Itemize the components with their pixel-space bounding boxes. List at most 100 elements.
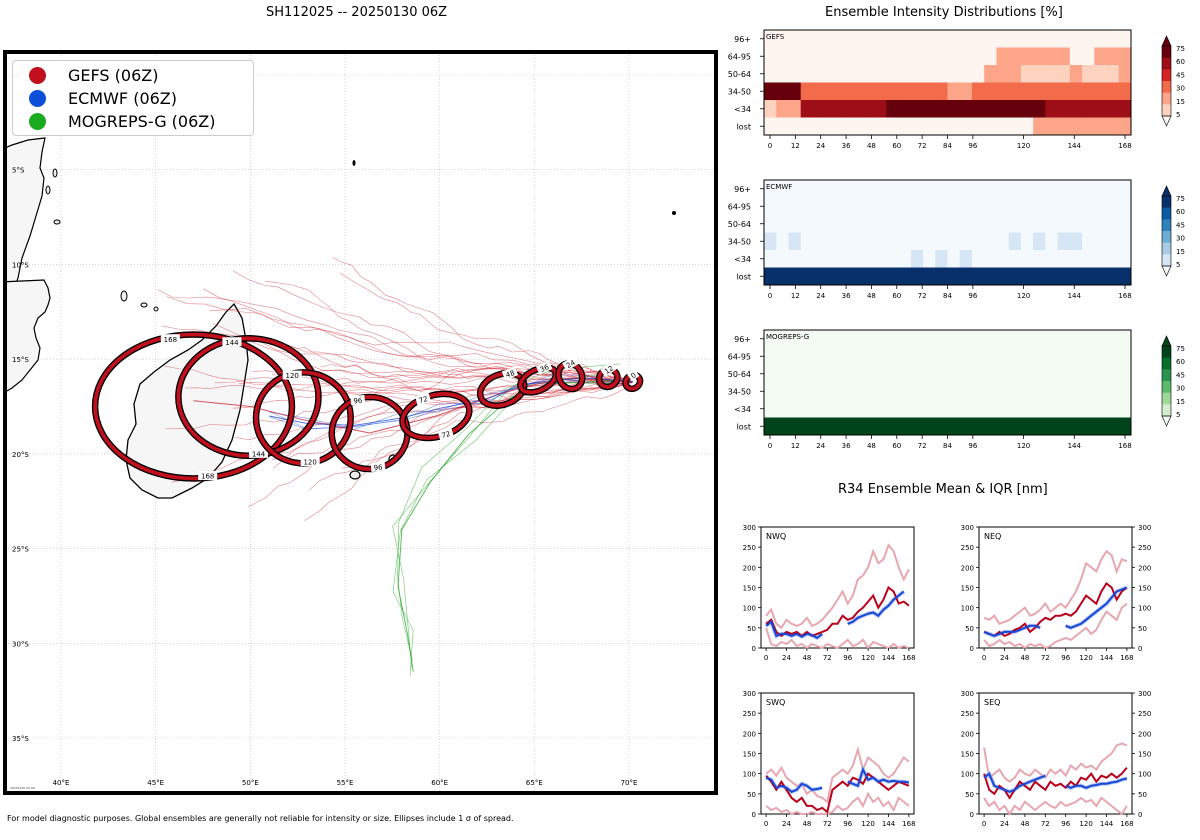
heatmap-cell — [1045, 100, 1059, 118]
colorbar-tick-label: 5 — [1176, 261, 1180, 269]
heatmap-cell — [1118, 347, 1132, 366]
gefs-iqr-low-line — [765, 791, 910, 816]
x-tick-label: 48 — [1020, 654, 1029, 662]
heatmap-cell — [776, 100, 789, 118]
heatmap-cell — [1106, 232, 1120, 251]
y-tick-label: 100 — [961, 771, 974, 779]
x-tick-label: 36 — [842, 142, 851, 150]
heatmap-cell — [1082, 215, 1095, 233]
heatmap-cell — [910, 180, 924, 198]
x-tick-label: 168 — [1118, 292, 1131, 300]
heatmap-cell — [984, 232, 997, 251]
heatmap-cell — [1106, 215, 1120, 233]
heatmap-cell — [812, 197, 826, 216]
heatmap-cell — [825, 400, 838, 418]
heatmap-cell — [764, 82, 777, 101]
legend-item-mogreps: MOGREPS-G (06Z) — [29, 110, 215, 132]
heatmap-cell — [984, 215, 997, 233]
heatmap-cell — [935, 215, 948, 233]
heatmap-cell — [886, 250, 900, 268]
heatmap-cell — [874, 400, 887, 418]
r34-quadrant-name: NEQ — [984, 532, 1001, 541]
heatmap-cell — [788, 117, 802, 136]
heatmap-cell — [837, 30, 851, 48]
heatmap-cell — [1118, 180, 1132, 198]
x-tick-label: 72 — [918, 142, 927, 150]
comoros-island — [120, 290, 128, 302]
heatmap-cell — [1057, 250, 1071, 268]
heatmap-cell — [886, 117, 900, 136]
heatmap-cell — [788, 30, 802, 48]
gefs-member-track — [339, 272, 633, 384]
intensity-row-label: lost — [737, 272, 751, 281]
heatmap-cell — [996, 250, 1010, 268]
heatmap-cell — [898, 215, 912, 233]
heatmap-cell — [910, 30, 924, 48]
heatmap-cell — [959, 382, 973, 401]
heatmap-cell — [800, 100, 814, 118]
heatmap-cell — [1020, 65, 1034, 83]
y-tick-label: 150 — [961, 751, 974, 759]
intensity-row-label: 50-64 — [728, 70, 751, 79]
heatmap-cell — [764, 65, 777, 83]
heatmap-cell — [1094, 417, 1108, 436]
heatmap-cell — [1057, 330, 1071, 348]
ellipse-hour-label: 120 — [286, 372, 299, 380]
heatmap-cell — [788, 100, 802, 118]
heatmap-cell — [1106, 180, 1120, 198]
heatmap-cell — [800, 117, 814, 136]
heatmap-cell — [1094, 330, 1108, 348]
heatmap-cell — [1069, 382, 1083, 401]
colorbar-extend-top — [1161, 335, 1172, 347]
x-tick-label: 0 — [768, 142, 772, 150]
heatmap-cell — [971, 30, 985, 48]
heatmap-cell — [959, 400, 973, 418]
heatmap-cell — [800, 347, 814, 366]
heatmap-cell — [947, 267, 961, 286]
x-tick-label: 168 — [1118, 142, 1131, 150]
heatmap-cell — [923, 30, 936, 48]
heatmap-cell — [1082, 65, 1095, 83]
heatmap-cell — [1118, 267, 1132, 286]
gefs-iqr-low-line — [765, 627, 910, 650]
x-tick-label: 96 — [843, 820, 852, 828]
heatmap-cell — [1094, 197, 1108, 216]
heatmap-cell — [1057, 365, 1071, 383]
heatmap-cell — [861, 417, 875, 436]
heatmap-cell — [861, 232, 875, 251]
spread-ellipse: 168 168 — [91, 331, 296, 482]
heatmap-cell — [947, 347, 961, 366]
colorbar-segment — [1162, 81, 1171, 94]
heatmap-cell — [1069, 100, 1083, 118]
heatmap-cell — [1057, 215, 1071, 233]
heatmap-cell — [812, 47, 826, 66]
heatmap-cell — [1082, 267, 1095, 286]
heatmap-cell — [776, 197, 789, 216]
heatmap-cell — [874, 250, 887, 268]
heatmap-cell — [959, 365, 973, 383]
heatmap-cell — [947, 365, 961, 383]
heatmap-cell — [849, 100, 863, 118]
colorbar-extend-bottom — [1161, 265, 1172, 277]
x-tick-label: 120 — [1017, 442, 1030, 450]
heatmap-cell — [898, 47, 912, 66]
heatmap-cell — [1008, 47, 1022, 66]
heatmap-cell — [825, 180, 838, 198]
x-tick-label: 120 — [1017, 292, 1030, 300]
heatmap-cell — [1082, 100, 1095, 118]
heatmap-cell — [935, 117, 948, 136]
heatmap-cell — [788, 365, 802, 383]
y-tick-label-right: 200 — [1138, 564, 1151, 572]
africa-coast-south — [5, 279, 51, 393]
legend-label: ECMWF (06Z) — [68, 88, 177, 108]
x-tick-label: 120 — [1017, 142, 1030, 150]
colorbar-segment — [1162, 219, 1171, 232]
heatmap-cell — [1008, 250, 1022, 268]
heatmap-cell — [1020, 100, 1034, 118]
ellipse-hour-label: 36 — [539, 363, 551, 374]
heatmap-cell — [1069, 215, 1083, 233]
heatmap-cell — [1069, 417, 1083, 436]
heatmap-cell — [898, 100, 912, 118]
ellipse-label-bg — [222, 337, 242, 347]
intensity-row-label: 96+ — [734, 335, 751, 344]
